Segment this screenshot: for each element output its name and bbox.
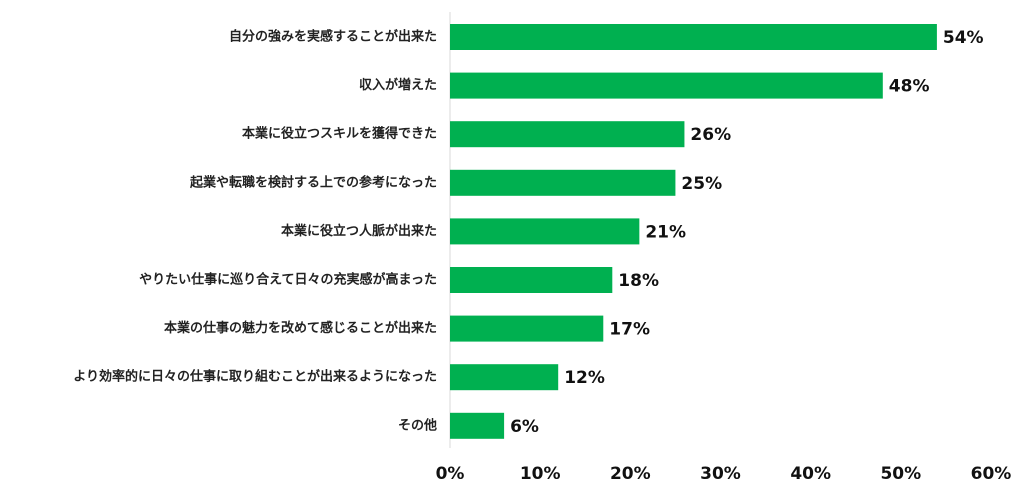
- category-label: 本業に役立つスキルを獲得できた: [242, 126, 437, 142]
- x-axis-tick-labels: 0% 10% 20% 30% 40% 50% 60%: [436, 464, 1012, 484]
- data-label: 54%: [943, 28, 984, 48]
- bar: [450, 24, 937, 50]
- x-tick-label: 50%: [880, 464, 921, 484]
- bar: [450, 121, 685, 148]
- category-label: 起業や転職を検討する上での参考になった: [189, 174, 437, 190]
- data-label: 21%: [645, 222, 686, 242]
- data-label: 12%: [564, 368, 605, 388]
- x-tick-label: 40%: [790, 464, 831, 484]
- value-labels: 54% 48% 26% 25% 21% 18% 17% 12% 6%: [510, 28, 984, 437]
- category-label: 本業に役立つ人脈が出来た: [281, 223, 437, 239]
- data-label: 48%: [889, 77, 930, 97]
- x-tick-label: 60%: [971, 464, 1012, 484]
- bar: [450, 72, 883, 99]
- bar: [450, 412, 505, 439]
- category-label: より効率的に日々の仕事に取り組むことが出来るようになった: [73, 369, 437, 385]
- data-label: 26%: [690, 125, 731, 145]
- x-tick-label: 10%: [520, 464, 561, 484]
- category-labels: 自分の強みを実感することが出来た収入が増えた本業に役立つスキルを獲得できた起業や…: [73, 29, 437, 434]
- category-label: その他: [398, 417, 437, 433]
- data-label: 18%: [618, 271, 659, 291]
- x-tick-label: 20%: [610, 464, 651, 484]
- bars-group: [450, 24, 937, 439]
- x-tick-label: 0%: [436, 464, 465, 484]
- bar: [450, 218, 640, 245]
- category-label: 収入が増えた: [359, 77, 437, 93]
- data-label: 17%: [609, 320, 650, 340]
- data-label: 6%: [510, 417, 539, 437]
- bar: [450, 267, 613, 293]
- x-tick-label: 30%: [700, 464, 741, 484]
- bar: [450, 315, 604, 342]
- data-label: 25%: [681, 174, 722, 194]
- bar: [450, 364, 559, 391]
- category-label: やりたい仕事に巡り合えて日々の充実感が高まった: [139, 272, 437, 288]
- category-label: 本業の仕事の魅力を改めて感じることが出来た: [164, 320, 437, 336]
- bar: [450, 169, 676, 196]
- category-label: 自分の強みを実感することが出来た: [229, 29, 437, 45]
